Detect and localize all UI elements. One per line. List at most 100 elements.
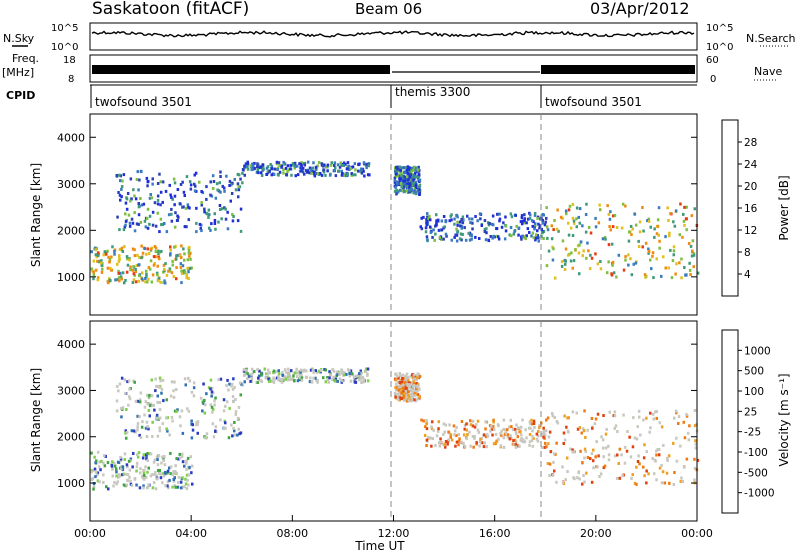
heatmap-cell [669,248,672,252]
heatmap-cell [340,371,343,375]
heatmap-cell [150,280,153,284]
heatmap-cell [435,213,438,217]
heatmap-cell [542,213,545,217]
heatmap-cell [189,257,192,261]
heatmap-cell [526,227,530,231]
heatmap-cell [569,447,572,451]
heatmap-cell [155,384,158,388]
heatmap-cell [142,202,146,206]
heatmap-cell [172,389,175,393]
heatmap-cell [243,173,246,177]
heatmap-cell [404,166,407,170]
heatmap-cell [145,269,148,273]
colorbar-tick-label: -1000 [744,488,775,500]
heatmap-cell [120,187,123,191]
heatmap-cell [649,225,652,229]
heatmap-cell [484,427,487,431]
heatmap-cell [184,477,187,481]
heatmap-cell [125,463,129,467]
heatmap-cell [116,460,120,464]
heatmap-cell [430,444,433,448]
heatmap-cell [320,173,324,177]
heatmap-cell [602,455,605,459]
heatmap-cell [245,165,248,169]
heatmap-cell [204,403,207,407]
heatmap-cell [402,182,406,186]
heatmap-cell [224,207,227,211]
heatmap-cell [492,420,495,424]
heatmap-cell [414,171,417,175]
heatmap-cell [180,281,183,285]
heatmap-cell [315,370,319,374]
heatmap-cell [400,174,404,178]
heatmap-cell [528,420,532,424]
colorbar-tick-label: 24 [744,159,758,171]
heatmap-cell [546,236,549,240]
heatmap-cell [173,409,177,413]
heatmap-cell [544,429,548,433]
heatmap-cell [299,166,302,170]
heatmap-cell [138,486,142,490]
heatmap-cell [151,223,155,227]
heatmap-cell [469,444,472,448]
heatmap-cell [134,430,137,434]
heatmap-cell [148,404,152,408]
heatmap-cell [568,204,572,208]
heatmap-cell [186,203,190,207]
heatmap-cell [188,245,191,249]
heatmap-cell [163,454,166,458]
heatmap-cell [294,164,297,168]
heatmap-cell [108,258,112,261]
heatmap-cell [637,409,641,413]
heatmap-cell [657,206,661,210]
heatmap-cell [530,439,534,443]
heatmap-cell [447,438,451,442]
heatmap-cell [228,179,232,183]
heatmap-cell [161,422,165,426]
heatmap-cell [657,448,661,451]
heatmap-cell [152,255,156,259]
heatmap-cell [454,429,457,433]
date-label: 03/Apr/2012 [590,0,690,18]
heatmap-cell [153,201,157,205]
heatmap-cell [106,249,109,253]
heatmap-cell [272,380,276,384]
heatmap-cell [122,483,126,487]
heatmap-cell [412,178,415,182]
heatmap-cell [410,188,414,192]
heatmap-cell [143,477,146,481]
heatmap-cell [582,474,585,477]
heatmap-cell [160,387,164,391]
heatmap-cell [660,274,663,278]
heatmap-cell [183,270,187,274]
heatmap-cell [478,212,482,216]
heatmap-cell [316,164,319,168]
heatmap-cell [409,173,412,177]
heatmap-cell [117,276,121,280]
heatmap-cell [590,452,594,456]
heatmap-cell [113,249,116,253]
heatmap-cell [90,478,94,482]
heatmap-cell [327,380,330,384]
heatmap-cell [595,440,598,444]
heatmap-cell [126,473,130,477]
heatmap-cell [277,374,280,378]
heatmap-cell [144,225,148,229]
heatmap-cell [146,180,149,184]
heatmap-cell [101,267,104,271]
heatmap-cell [196,420,200,424]
heatmap-cell [509,418,512,422]
heatmap-cell [578,426,582,430]
heatmap-cell [526,217,530,221]
heatmap-cell [631,473,634,477]
heatmap-cell [326,378,329,381]
heatmap-cell [672,253,675,257]
heatmap-cell [129,479,132,483]
heatmap-cell [90,267,94,271]
heatmap-cell [130,197,133,201]
heatmap-cell [225,400,229,404]
heatmap-cell [136,425,139,429]
heatmap-cell [693,478,696,482]
heatmap-cell [190,471,193,475]
heatmap-cell [171,263,174,267]
